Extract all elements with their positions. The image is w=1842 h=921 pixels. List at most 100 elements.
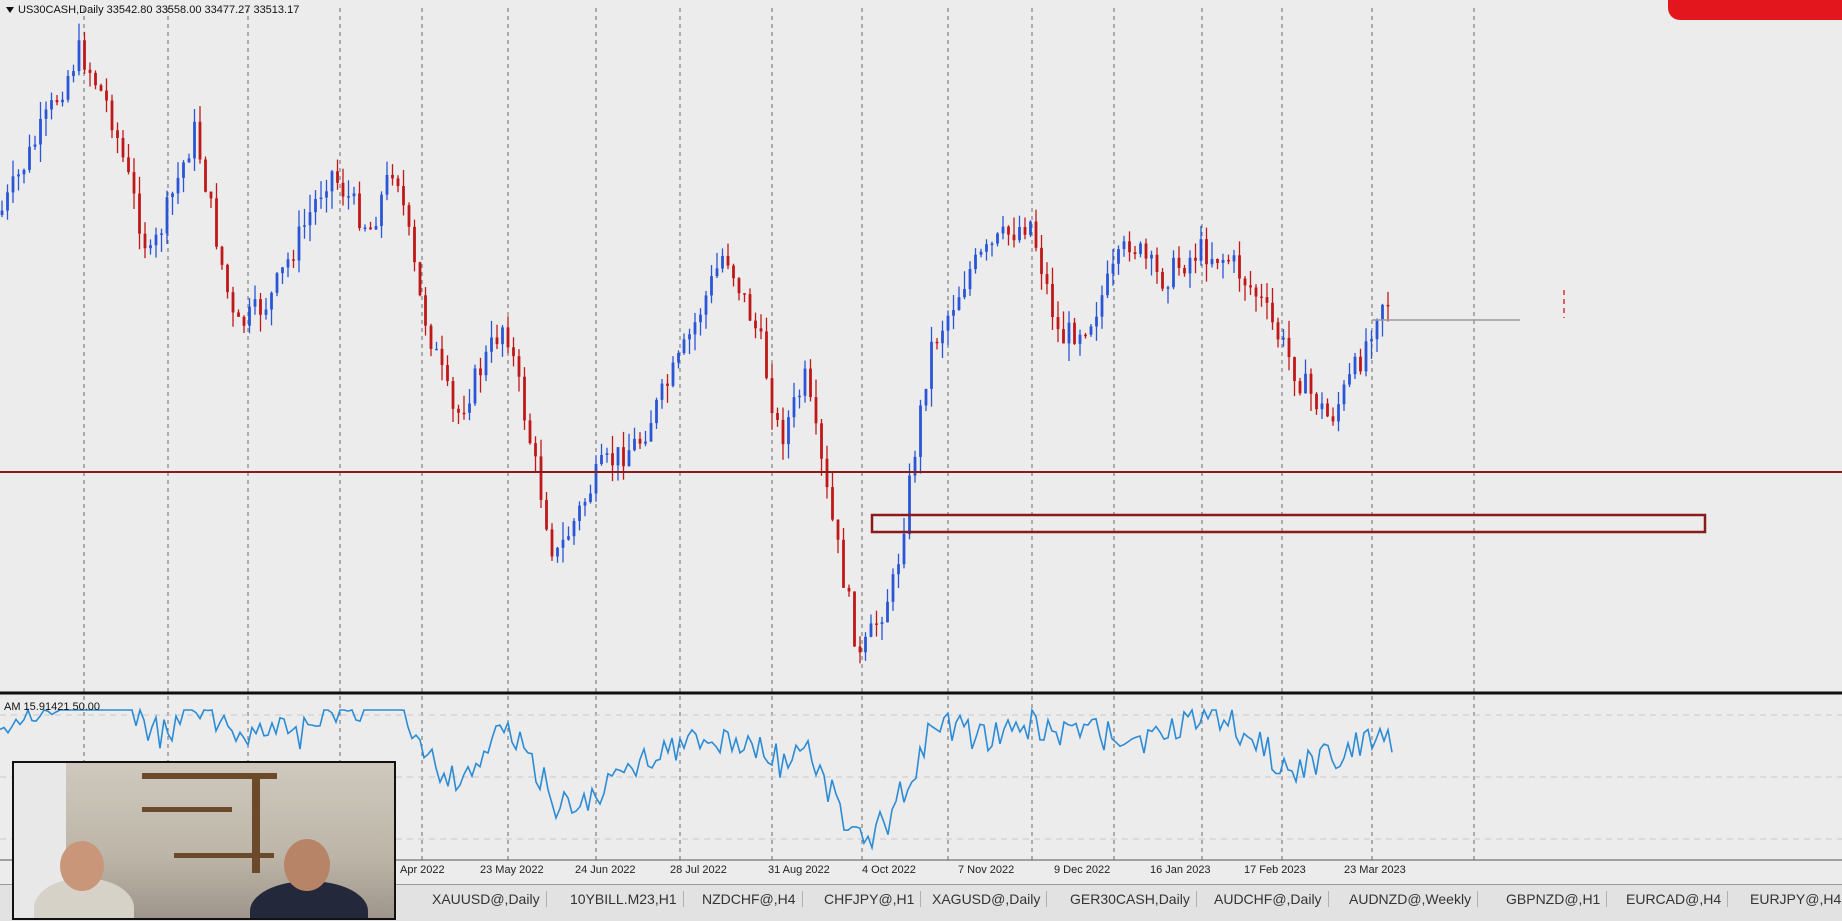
candle-body [820,423,823,459]
candle-body [1282,337,1285,340]
candle-body [1018,227,1021,241]
candle-body [94,72,97,86]
candle-body [495,337,499,345]
candle-body [1315,393,1318,410]
chart-tab[interactable]: NZDCHF@,H4 [696,891,803,907]
candle-body [1095,316,1098,327]
chart-tab[interactable]: EURCAD@,H4 [1620,891,1729,907]
candle-body [248,306,251,326]
candle-body [270,292,273,310]
candle-body [330,171,334,192]
candle-body [347,196,350,198]
candle-body [237,312,240,317]
candle-body [171,193,174,198]
chart-tab[interactable]: GER30CASH,Daily [1064,891,1197,907]
candle-body [572,520,576,537]
candle-body [583,501,587,506]
candle-body [187,158,191,163]
shelf [174,853,274,858]
candle-body [396,178,400,187]
candle-body [726,256,730,266]
chart-tab[interactable]: AUDCHF@,Daily [1208,891,1329,907]
candle-body [149,245,152,249]
candle-body [523,376,526,421]
candle-body [671,362,675,386]
candle-body [930,341,933,389]
time-axis-label: 17 Feb 2023 [1244,864,1306,876]
candle-body [946,315,950,331]
chart-tab[interactable]: 10YBILL.M23,H1 [564,891,684,907]
candle-body [1304,373,1307,394]
candle-body [479,368,482,376]
candle-body [1056,317,1060,330]
candle-body [1254,287,1258,297]
collapse-icon[interactable] [6,7,14,14]
candle-body [886,601,889,623]
candle-body [1249,285,1252,288]
time-axis-label: 7 Nov 2022 [958,864,1015,876]
shelf-post [252,773,260,873]
candle-body [1029,221,1032,235]
candle-body [880,622,884,625]
candle-body [33,144,37,147]
candle-body [1062,329,1065,344]
candle-body [710,276,713,296]
zone-rectangle[interactable] [870,513,1707,534]
candle-body [1007,226,1010,235]
candle-body [622,447,625,467]
candle-body [308,212,312,226]
candle-body [952,310,955,316]
candle-body [1106,273,1109,296]
chart-tab[interactable]: CHFJPY@,H1 [818,891,922,907]
indicator-label: AM 15.91421 50.00 [4,701,101,713]
candle-body [391,174,394,179]
candle-body [1260,296,1263,299]
candle-body [83,40,86,70]
candle-body [451,381,455,409]
candle-body [1078,334,1082,344]
candle-body [484,351,488,376]
candle-body [468,403,471,413]
candle-body [413,226,416,263]
chart-tab[interactable]: EURJPY@,H4 [1744,891,1842,907]
chart-tab[interactable]: XAGUSD@,Daily [926,891,1048,907]
candle-body [1370,339,1373,342]
candle-body [1205,239,1208,265]
candle-body [1150,254,1153,259]
candle-body [633,438,636,451]
candle-body [792,397,796,418]
candle-body [990,243,994,246]
candle-body [902,533,906,565]
candle-body [534,443,537,457]
candle-body [220,246,224,265]
candle-body [336,171,339,183]
candle-body [1199,239,1203,261]
candle-body [1034,221,1038,248]
time-axis-label: 4 Oct 2022 [862,864,916,876]
candle-body [88,69,92,73]
candle-body [963,289,966,298]
candle-body [138,193,141,234]
candle-body [765,331,768,379]
candle-body [28,146,31,170]
candle-body [1221,259,1225,263]
candle-body [352,193,356,197]
candle-body [704,295,708,315]
candle-body [72,71,75,77]
candle-body [1040,247,1043,275]
candle-body [1084,334,1087,337]
time-axis: Apr 2022 23 May 2022 24 Jun 2022 28 Jul 202… [0,862,1842,880]
candle-body [314,199,317,213]
chart-tab[interactable]: AUDNZD@,Weekly [1343,891,1479,907]
candle-body [17,174,20,177]
candle-body [589,493,592,502]
candle-body [231,292,235,313]
chart-tab[interactable]: XAUUSD@,Daily [426,891,547,907]
candle-body [11,176,15,193]
chart-tab[interactable]: GBPNZD@,H1 [1500,891,1608,907]
candle-body [1188,257,1192,274]
candle-body [858,646,862,653]
candle-body [517,356,521,377]
